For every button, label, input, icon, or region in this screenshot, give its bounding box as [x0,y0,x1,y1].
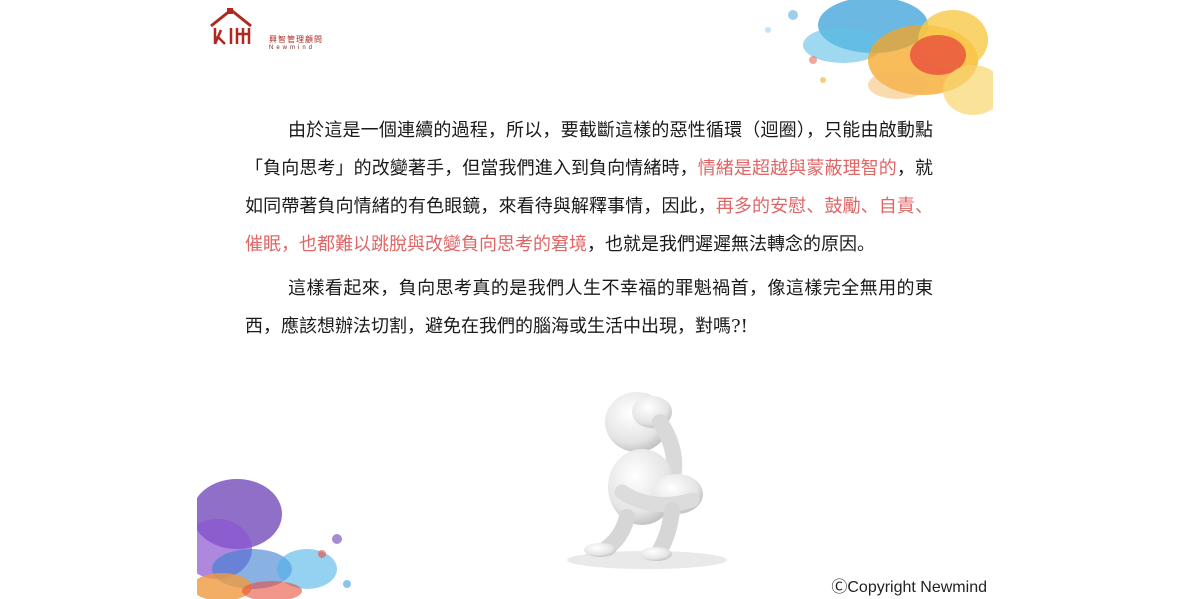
watercolor-splash-top [765,0,993,115]
p1-highlight-2: 再多的安慰、鼓勵、自責、催眠，也都難以跳脫與改變負向思考的窘境 [245,196,934,255]
copyright-notice: ⒸCopyright Newmind [831,579,987,596]
sad-figure-illustration [567,392,727,569]
p1-sentence-1: 由於這是一個連續的過程，所以，要截斷這樣的惡性循環（迴圈），只能由啟動點「負向思… [245,120,933,179]
paragraph-2: 這樣看起來，負向思考真的是我們人生不幸福的罪魁禍首，像這樣完全無用的東西，應該想… [245,278,933,337]
p1-sentence-3: ，也就是我們遲遲無法轉念的原因。 [587,234,875,255]
p1-highlight-1: 情緒是超越與蒙蔽理智的 [697,158,897,179]
logo-brand-en: Newmind [269,45,316,51]
slide: 興智管理顧問 Newmind 由於這是一個連續的過程，所以，要截斷這樣的惡性循環… [197,0,993,599]
logo-brand-cn: 興智管理顧問 [269,35,323,44]
paragraph-1: 由於這是一個連續的過程，所以，要截斷這樣的惡性循環（迴圈），只能由啟動點「負向思… [245,112,933,264]
watercolor-splash-bottom [197,479,351,599]
body-text: 由於這是一個連續的過程，所以，要截斷這樣的惡性循環（迴圈），只能由啟動點「負向思… [245,112,933,352]
house-logo-icon [210,8,252,45]
p1-sentence-2: ，就如同帶著負向情緒的有色眼鏡，來看待與解釋事情，因此， [245,158,934,217]
newmind-logo: 興智管理顧問 Newmind [207,6,327,51]
